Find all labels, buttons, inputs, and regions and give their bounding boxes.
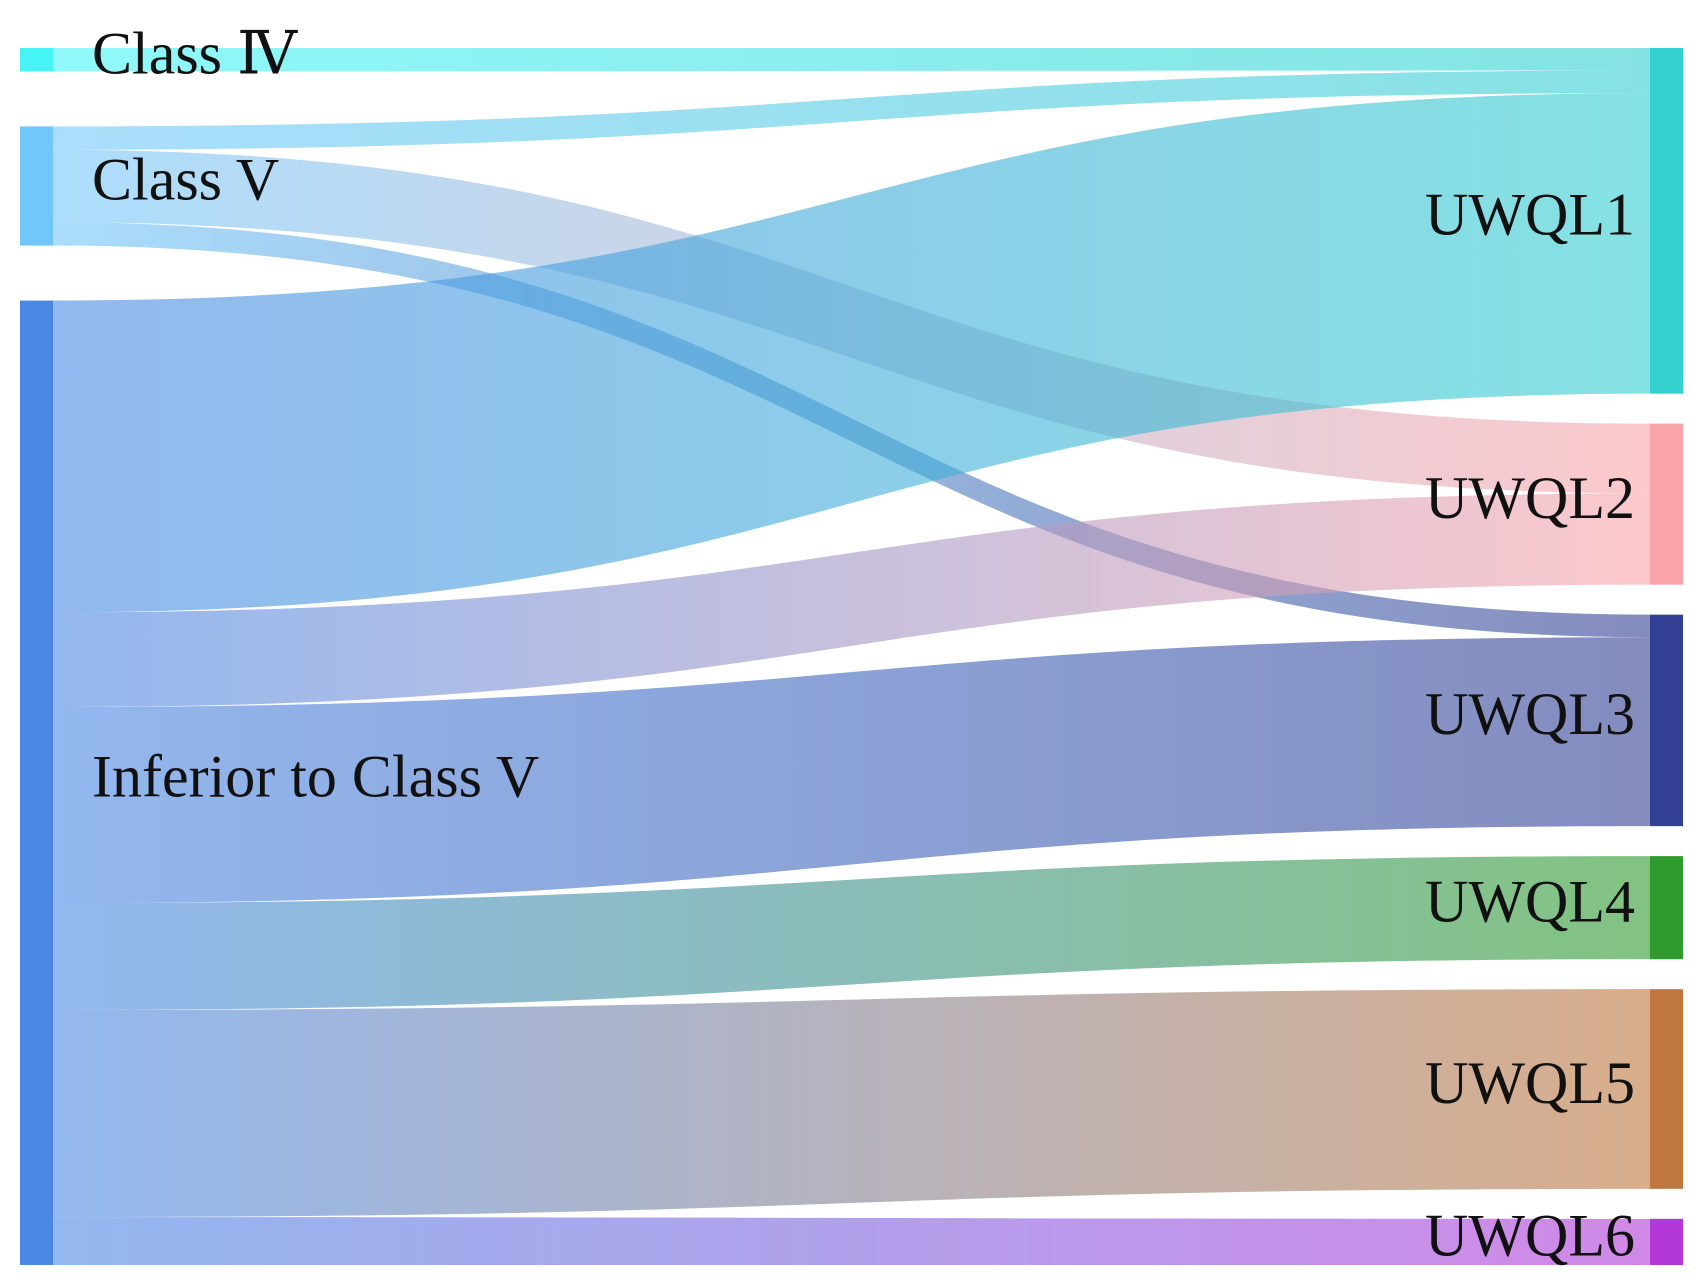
node-class xyxy=(20,48,53,72)
node-uwql6 xyxy=(1650,1218,1683,1265)
node-uwql5 xyxy=(1650,989,1683,1189)
link-inferior-to-class-v-to-uwql1 xyxy=(53,93,1650,613)
node-inferior-to-class-v xyxy=(20,300,53,1266)
label-uwql1: UWQL1 xyxy=(1425,182,1635,248)
link-class-v-to-uwql1 xyxy=(53,70,1650,150)
node-uwql2 xyxy=(1650,423,1683,585)
node-uwql4 xyxy=(1650,856,1683,960)
label-uwql6: UWQL6 xyxy=(1425,1203,1635,1269)
label-uwql3: UWQL3 xyxy=(1425,681,1635,747)
node-uwql3 xyxy=(1650,614,1683,827)
label-uwql5: UWQL5 xyxy=(1425,1050,1635,1116)
link-inferior-to-class-v-to-uwql2 xyxy=(53,493,1650,708)
link-inferior-to-class-v-to-uwql3 xyxy=(53,637,1650,904)
label-uwql2: UWQL2 xyxy=(1425,465,1635,531)
link-inferior-to-class-v-to-uwql4 xyxy=(53,856,1650,1010)
label-class: Class Ⅳ xyxy=(92,20,298,86)
label-class-v: Class V xyxy=(92,147,279,213)
nodes-layer xyxy=(20,48,1683,1266)
link-inferior-to-class-v-to-uwql6 xyxy=(53,1217,1650,1265)
link-inferior-to-class-v-to-uwql5 xyxy=(53,989,1650,1218)
label-inferior-to-class-v: Inferior to Class V xyxy=(92,744,539,810)
label-uwql4: UWQL4 xyxy=(1425,868,1635,934)
labels-layer: Class Ⅳ Class V Inferior to Class V UWQL1 UW… xyxy=(92,20,1635,1268)
link-class-to-uwql1 xyxy=(53,48,1650,72)
links-layer xyxy=(53,48,1650,1265)
node-class-v xyxy=(20,126,53,246)
node-uwql1 xyxy=(1650,48,1683,394)
